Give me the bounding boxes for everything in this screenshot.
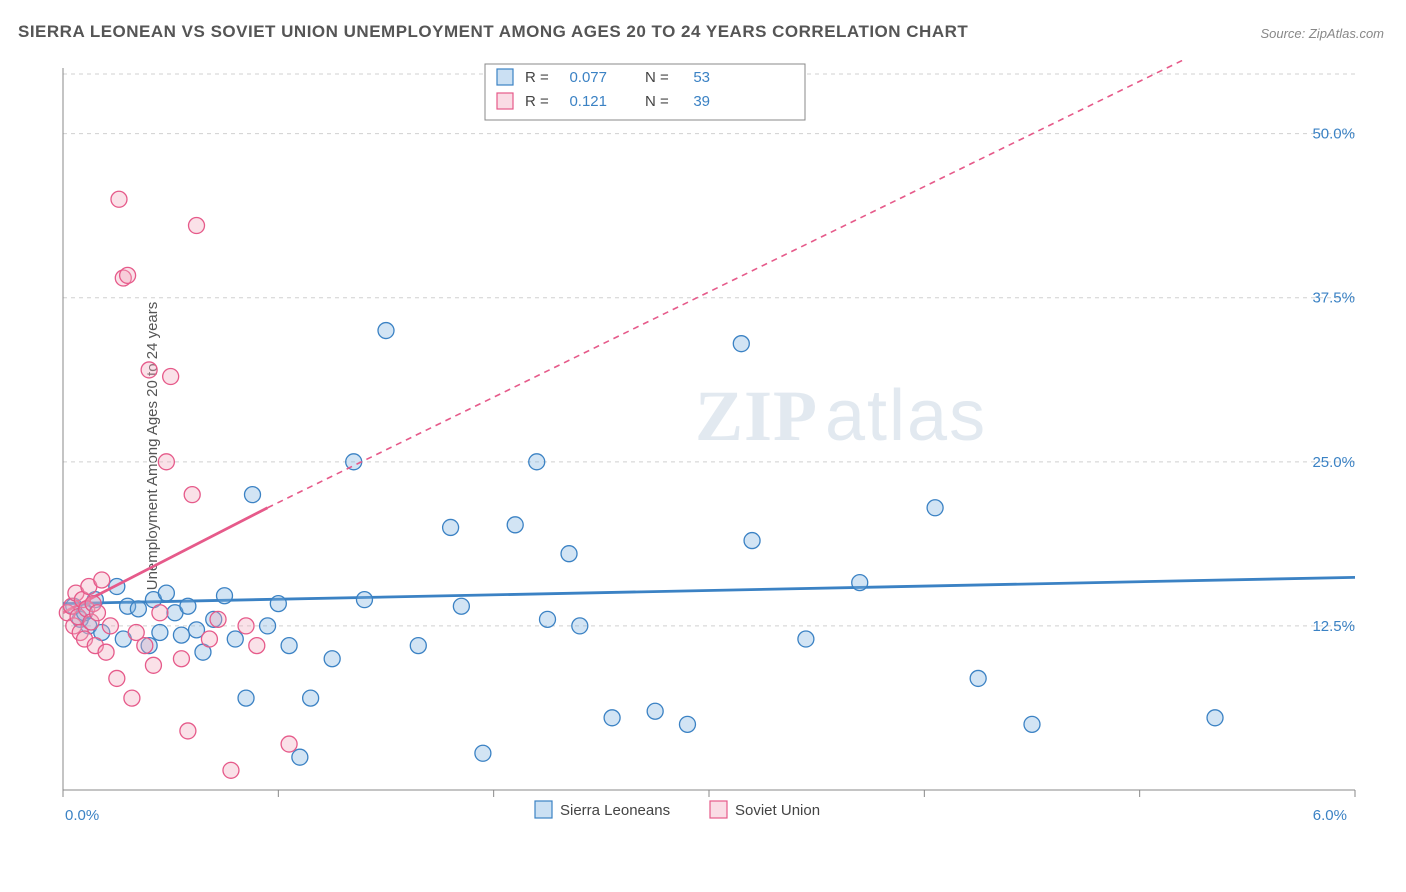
watermark: atlas	[825, 376, 987, 456]
data-point	[540, 611, 556, 627]
chart-title: SIERRA LEONEAN VS SOVIET UNION UNEMPLOYM…	[18, 22, 968, 42]
data-point	[798, 631, 814, 647]
data-point	[852, 575, 868, 591]
data-point	[238, 690, 254, 706]
data-point	[223, 762, 239, 778]
data-point	[109, 670, 125, 686]
data-point	[270, 596, 286, 612]
data-point	[647, 703, 663, 719]
data-point	[152, 605, 168, 621]
data-point	[163, 368, 179, 384]
data-point	[94, 572, 110, 588]
data-point	[292, 749, 308, 765]
data-point	[137, 638, 153, 654]
data-point	[244, 487, 260, 503]
data-point	[158, 585, 174, 601]
scatter-plot: 12.5% 25.0% 37.5% 50.0% 0.0% 6.0% ZIPatlas R = 0…	[55, 60, 1385, 830]
data-point	[356, 592, 372, 608]
data-point	[249, 638, 265, 654]
data-point	[260, 618, 276, 634]
data-point	[604, 710, 620, 726]
data-point	[443, 519, 459, 535]
x-tick-label: 6.0%	[1313, 807, 1347, 824]
data-point	[410, 638, 426, 654]
data-point	[1024, 716, 1040, 732]
data-point	[970, 670, 986, 686]
data-point	[378, 323, 394, 339]
data-point	[98, 644, 114, 660]
data-point	[507, 517, 523, 533]
data-point	[201, 631, 217, 647]
data-point	[189, 218, 205, 234]
legend-swatch	[710, 801, 727, 818]
source-attribution: Source: ZipAtlas.com	[1260, 26, 1384, 41]
data-point	[180, 723, 196, 739]
data-point	[184, 487, 200, 503]
data-point	[281, 736, 297, 752]
y-tick-label: 50.0%	[1312, 126, 1355, 143]
data-point	[927, 500, 943, 516]
watermark: ZIP	[695, 376, 818, 456]
data-point	[210, 611, 226, 627]
data-point	[152, 624, 168, 640]
y-tick-label: 25.0%	[1312, 454, 1355, 471]
legend-n-value: 53	[693, 69, 710, 86]
data-point	[173, 651, 189, 667]
data-point	[281, 638, 297, 654]
data-point	[89, 605, 105, 621]
data-point	[475, 745, 491, 761]
legend-series-name: Soviet Union	[735, 802, 820, 819]
legend-swatch	[535, 801, 552, 818]
data-point	[145, 657, 161, 673]
data-point	[346, 454, 362, 470]
data-point	[141, 362, 157, 378]
trend-line	[63, 577, 1355, 603]
legend-n-value: 39	[693, 93, 710, 110]
data-point	[158, 454, 174, 470]
x-tick-label: 0.0%	[65, 807, 99, 824]
data-point	[238, 618, 254, 634]
data-point	[180, 598, 196, 614]
legend-n-label: N =	[645, 69, 669, 86]
legend-r-value: 0.121	[569, 93, 607, 110]
data-point	[453, 598, 469, 614]
data-point	[124, 690, 140, 706]
legend-r-label: R =	[525, 69, 549, 86]
data-point	[529, 454, 545, 470]
y-tick-label: 37.5%	[1312, 290, 1355, 307]
legend-swatch	[497, 69, 513, 85]
data-point	[102, 618, 118, 634]
data-point	[733, 336, 749, 352]
data-point	[679, 716, 695, 732]
legend-swatch	[497, 93, 513, 109]
legend-n-label: N =	[645, 93, 669, 110]
data-point	[111, 191, 127, 207]
data-point	[1207, 710, 1223, 726]
data-point	[744, 533, 760, 549]
data-point	[120, 267, 136, 283]
data-point	[303, 690, 319, 706]
data-point	[572, 618, 588, 634]
data-point	[561, 546, 577, 562]
data-point	[227, 631, 243, 647]
y-tick-label: 12.5%	[1312, 618, 1355, 635]
data-point	[173, 627, 189, 643]
data-point	[217, 588, 233, 604]
legend-r-value: 0.077	[569, 69, 607, 86]
legend-r-label: R =	[525, 93, 549, 110]
legend-series-name: Sierra Leoneans	[560, 802, 670, 819]
data-point	[324, 651, 340, 667]
data-point	[130, 601, 146, 617]
